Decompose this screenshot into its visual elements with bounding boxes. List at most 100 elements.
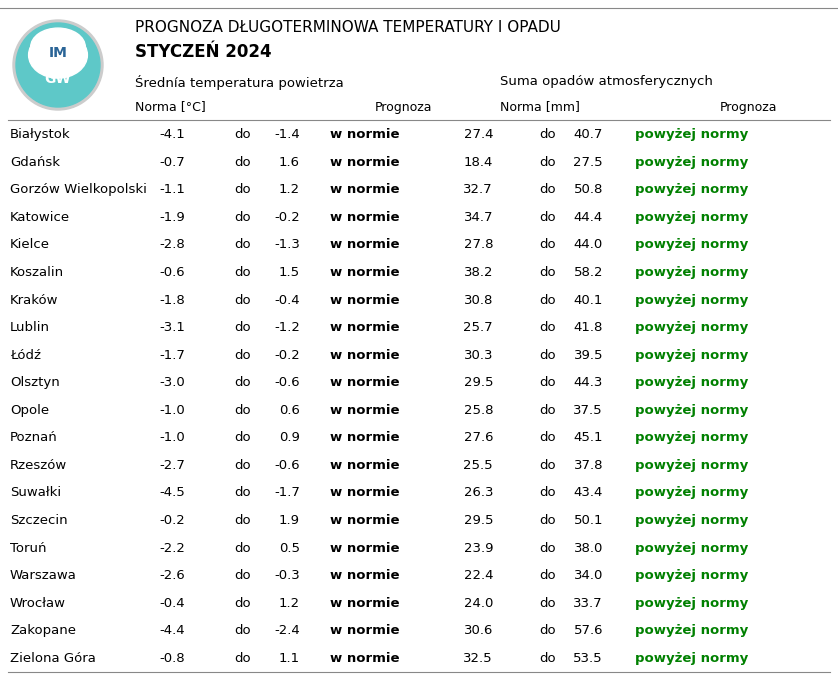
Text: -1.2: -1.2 (274, 321, 300, 334)
Text: do: do (235, 624, 251, 637)
Text: powyżej normy: powyżej normy (635, 155, 748, 169)
Text: w normie: w normie (330, 514, 400, 527)
Text: Rzeszów: Rzeszów (10, 459, 67, 472)
Text: powyżej normy: powyżej normy (635, 569, 748, 582)
Text: do: do (235, 514, 251, 527)
Text: -1.3: -1.3 (274, 239, 300, 252)
Text: do: do (235, 569, 251, 582)
Text: do: do (235, 404, 251, 417)
Text: 34.0: 34.0 (574, 569, 603, 582)
Text: 40.1: 40.1 (574, 293, 603, 307)
Text: -1.4: -1.4 (274, 128, 300, 141)
Text: w normie: w normie (330, 376, 400, 389)
Text: do: do (235, 349, 251, 361)
Text: powyżej normy: powyżej normy (635, 239, 748, 252)
Text: w normie: w normie (330, 266, 400, 279)
Text: 1.6: 1.6 (279, 155, 300, 169)
Text: do: do (540, 239, 556, 252)
Text: 25.5: 25.5 (463, 459, 493, 472)
Text: do: do (540, 128, 556, 141)
Text: do: do (235, 211, 251, 224)
Text: w normie: w normie (330, 542, 400, 554)
Text: Zielona Góra: Zielona Góra (10, 652, 96, 665)
Text: 53.5: 53.5 (573, 652, 603, 665)
Text: Norma [mm]: Norma [mm] (500, 100, 580, 113)
Text: Kielce: Kielce (10, 239, 50, 252)
Text: do: do (540, 514, 556, 527)
Text: do: do (540, 404, 556, 417)
Text: -2.4: -2.4 (274, 624, 300, 637)
Text: do: do (235, 431, 251, 445)
Text: do: do (235, 128, 251, 141)
Text: 38.0: 38.0 (574, 542, 603, 554)
Text: 0.6: 0.6 (279, 404, 300, 417)
Text: -1.1: -1.1 (159, 183, 185, 196)
Text: do: do (540, 376, 556, 389)
Ellipse shape (31, 28, 85, 66)
Text: w normie: w normie (330, 597, 400, 610)
Circle shape (13, 20, 103, 110)
Text: -1.0: -1.0 (159, 431, 185, 445)
Text: 50.1: 50.1 (573, 514, 603, 527)
Text: -0.2: -0.2 (274, 349, 300, 361)
Text: 1.2: 1.2 (279, 597, 300, 610)
Text: powyżej normy: powyżej normy (635, 459, 748, 472)
Text: powyżej normy: powyżej normy (635, 183, 748, 196)
Text: 44.0: 44.0 (574, 239, 603, 252)
Text: Zakopane: Zakopane (10, 624, 76, 637)
Text: powyżej normy: powyżej normy (635, 266, 748, 279)
Text: powyżej normy: powyżej normy (635, 349, 748, 361)
Text: 22.4: 22.4 (463, 569, 493, 582)
Text: Katowice: Katowice (10, 211, 70, 224)
Text: powyżej normy: powyżej normy (635, 211, 748, 224)
Text: -2.6: -2.6 (159, 569, 185, 582)
Text: w normie: w normie (330, 321, 400, 334)
Text: w normie: w normie (330, 349, 400, 361)
Text: 39.5: 39.5 (573, 349, 603, 361)
Text: 57.6: 57.6 (573, 624, 603, 637)
Text: 27.8: 27.8 (463, 239, 493, 252)
Text: -1.0: -1.0 (159, 404, 185, 417)
Text: do: do (540, 183, 556, 196)
Text: 32.7: 32.7 (463, 183, 493, 196)
Text: Białystok: Białystok (10, 128, 70, 141)
Text: Poznań: Poznań (10, 431, 58, 445)
Text: STYCZEŃ 2024: STYCZEŃ 2024 (135, 43, 272, 61)
Text: do: do (235, 321, 251, 334)
Text: 23.9: 23.9 (463, 542, 493, 554)
Text: do: do (235, 155, 251, 169)
Text: 40.7: 40.7 (574, 128, 603, 141)
Text: Norma [°C]: Norma [°C] (135, 100, 206, 113)
Text: 37.5: 37.5 (573, 404, 603, 417)
Text: Gorzów Wielkopolski: Gorzów Wielkopolski (10, 183, 147, 196)
Text: w normie: w normie (330, 239, 400, 252)
Text: -2.7: -2.7 (159, 459, 185, 472)
Text: 43.4: 43.4 (574, 486, 603, 499)
Text: w normie: w normie (330, 404, 400, 417)
Text: 0.9: 0.9 (279, 431, 300, 445)
Text: -0.4: -0.4 (274, 293, 300, 307)
Text: Suwałki: Suwałki (10, 486, 61, 499)
Text: 29.5: 29.5 (463, 514, 493, 527)
Text: -0.8: -0.8 (159, 652, 185, 665)
Text: w normie: w normie (330, 293, 400, 307)
Text: IM: IM (49, 46, 67, 60)
Text: 58.2: 58.2 (573, 266, 603, 279)
Text: -0.3: -0.3 (274, 569, 300, 582)
Text: -0.4: -0.4 (159, 597, 185, 610)
Text: 38.2: 38.2 (463, 266, 493, 279)
Text: do: do (540, 624, 556, 637)
Text: Warszawa: Warszawa (10, 569, 77, 582)
Text: w normie: w normie (330, 624, 400, 637)
Text: do: do (540, 431, 556, 445)
Text: 44.4: 44.4 (574, 211, 603, 224)
Text: do: do (540, 321, 556, 334)
Ellipse shape (28, 32, 87, 78)
Text: -4.1: -4.1 (159, 128, 185, 141)
Text: powyżej normy: powyżej normy (635, 486, 748, 499)
Text: -0.7: -0.7 (159, 155, 185, 169)
Text: do: do (540, 652, 556, 665)
Text: powyżej normy: powyżej normy (635, 542, 748, 554)
Text: -1.8: -1.8 (159, 293, 185, 307)
Text: 27.6: 27.6 (463, 431, 493, 445)
